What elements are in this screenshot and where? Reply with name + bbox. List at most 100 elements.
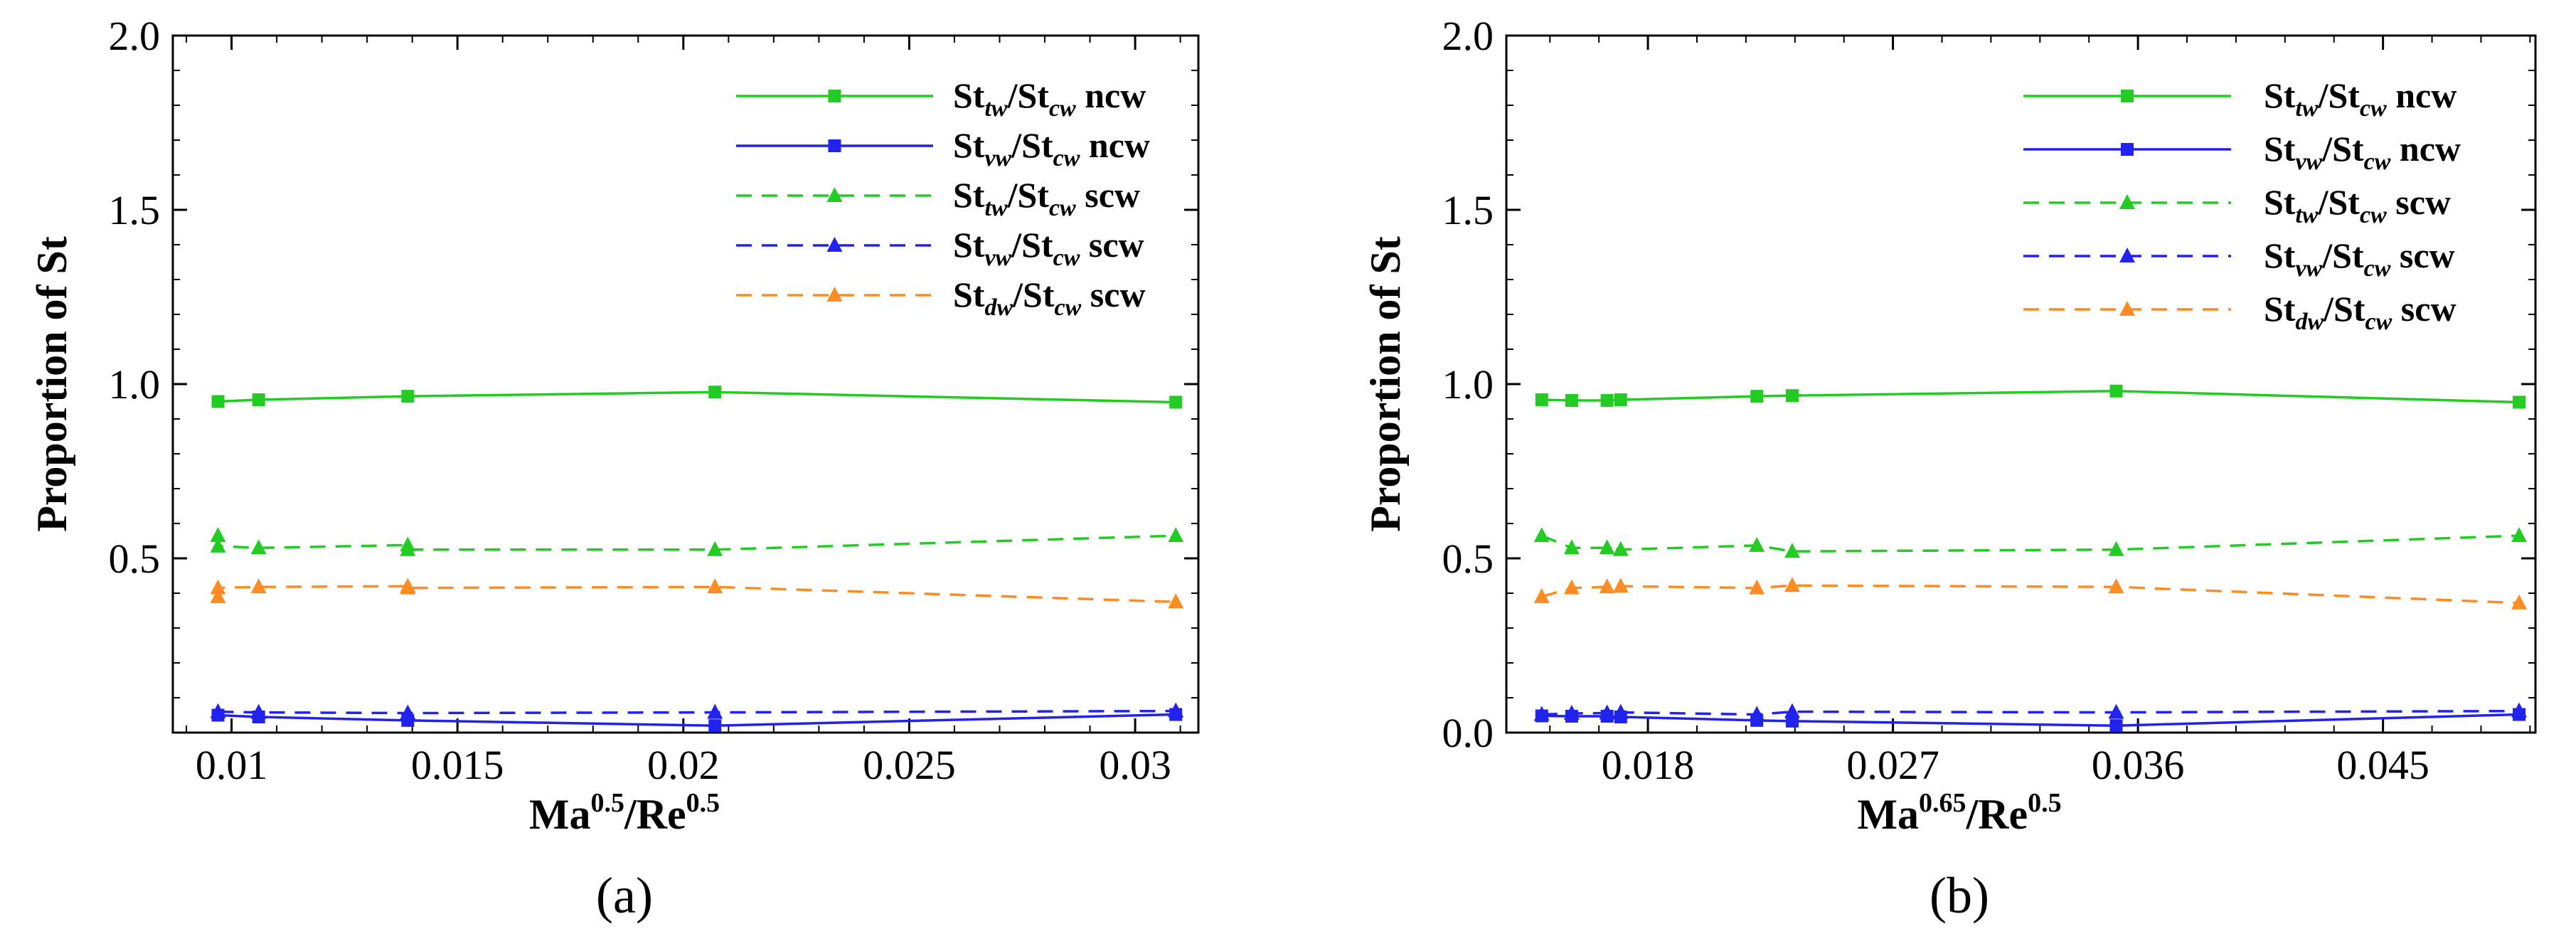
data-point xyxy=(2121,90,2134,102)
data-point xyxy=(1563,579,1580,595)
data-point xyxy=(707,541,723,556)
y-tick-label: 0.5 xyxy=(1442,536,1494,582)
data-point xyxy=(401,390,415,403)
series-2 xyxy=(210,527,1184,556)
legend-entry: Stvw/Stcw ncw xyxy=(953,125,1150,171)
data-point xyxy=(2119,301,2135,316)
data-point xyxy=(707,578,723,594)
x-tick-label: 0.036 xyxy=(2092,742,2185,788)
series-2 xyxy=(1533,527,2528,558)
data-point xyxy=(1600,394,1614,408)
data-point xyxy=(2109,384,2123,398)
data-point xyxy=(2119,248,2135,262)
legend-entry: Stvw/Stcw ncw xyxy=(2264,129,2461,175)
data-point xyxy=(826,287,843,302)
data-point xyxy=(1533,588,1550,603)
data-point xyxy=(210,588,226,603)
legend-entry: Sttw/Stcw ncw xyxy=(2264,75,2457,122)
data-point xyxy=(210,537,226,553)
data-point xyxy=(2121,143,2134,156)
y-tick-label: 1.0 xyxy=(1442,361,1494,408)
x-axis-label: Ma0.5/Re0.5 xyxy=(529,788,720,838)
x-tick-label: 0.025 xyxy=(863,742,956,788)
data-point xyxy=(1749,706,1765,721)
y-tick-label: 0.5 xyxy=(109,536,161,582)
data-point xyxy=(1599,578,1615,594)
plot-frame xyxy=(1505,34,2537,734)
series-4 xyxy=(210,578,1184,609)
legend-entry: Sttw/Stcw scw xyxy=(953,175,1140,221)
data-point xyxy=(1785,389,1799,403)
data-point xyxy=(2108,541,2124,556)
y-tick-label: 2.0 xyxy=(109,13,161,59)
series-0 xyxy=(1535,384,2526,409)
data-point xyxy=(250,539,267,555)
data-point xyxy=(826,187,843,202)
series-line xyxy=(218,713,1176,727)
data-point xyxy=(400,704,416,720)
x-tick-label: 0.045 xyxy=(2336,742,2429,788)
legend-entry: Stdw/Stcw scw xyxy=(2264,289,2457,335)
legend-entry: Sttw/Stcw ncw xyxy=(953,75,1146,122)
data-point xyxy=(1168,527,1184,543)
y-tick-label: 1.0 xyxy=(109,361,161,408)
y-tick-label: 1.5 xyxy=(109,187,161,233)
data-point xyxy=(826,237,843,252)
series-line xyxy=(218,709,1176,715)
data-point xyxy=(2513,395,2526,409)
panel-b: 0.018 0.027 0.036 0.045 0.0 0.5 1.0 1.5 2.0 Propo… xyxy=(1362,13,2537,924)
data-point xyxy=(1563,705,1580,721)
x-tick-label: 0.018 xyxy=(1602,742,1695,788)
x-tick-label: 0.02 xyxy=(647,742,720,788)
x-tick-label: 0.03 xyxy=(1099,742,1171,788)
series-line xyxy=(1541,713,2520,727)
data-point xyxy=(1784,703,1800,718)
data-point xyxy=(1750,390,1764,403)
data-point xyxy=(1749,579,1765,595)
data-point xyxy=(2119,194,2135,209)
x-tick-label: 0.027 xyxy=(1846,742,1939,788)
data-point xyxy=(2108,578,2124,594)
series-4 xyxy=(1533,577,2528,610)
data-point xyxy=(2511,594,2528,610)
y-axis-label: Proportion of St xyxy=(1362,236,1409,532)
data-point xyxy=(2511,702,2528,718)
data-point xyxy=(210,703,226,718)
panel-a: 0.01 0.015 0.02 0.025 0.03 0.5 1.0 1.5 2.0 Propor… xyxy=(28,13,1200,924)
data-point xyxy=(2108,703,2124,719)
data-point xyxy=(250,703,267,719)
series-0 xyxy=(211,386,1183,409)
data-point xyxy=(1599,704,1615,720)
legend-entry: Stdw/Stcw scw xyxy=(953,275,1146,321)
legend-entry: Stvw/Stcw scw xyxy=(953,225,1144,271)
panel-label: (a) xyxy=(596,867,653,924)
series-line xyxy=(1541,390,2520,404)
x-tick-label: 0.015 xyxy=(411,742,504,788)
data-point xyxy=(1599,539,1615,555)
series-line xyxy=(1541,584,2520,605)
y-tick-label: 0.0 xyxy=(1442,710,1494,756)
data-point xyxy=(707,703,723,719)
x-tick-label: 0.01 xyxy=(196,742,268,788)
series-line xyxy=(1541,534,2520,553)
data-point xyxy=(1535,393,1548,407)
data-point xyxy=(828,139,841,152)
y-tick-label: 2.0 xyxy=(1442,13,1494,59)
data-point xyxy=(250,578,267,594)
data-point xyxy=(400,579,416,595)
data-point xyxy=(1533,527,1550,543)
data-point xyxy=(211,395,225,408)
data-point xyxy=(1612,541,1629,556)
data-point xyxy=(1168,593,1184,609)
data-point xyxy=(1565,394,1578,408)
series-line xyxy=(216,585,1176,603)
panel-label: (b) xyxy=(1930,867,1989,924)
data-point xyxy=(2511,527,2528,543)
series-line xyxy=(216,534,1176,551)
data-point xyxy=(708,386,722,399)
series-line xyxy=(1541,709,2520,716)
y-axis-label: Proportion of St xyxy=(28,236,75,532)
